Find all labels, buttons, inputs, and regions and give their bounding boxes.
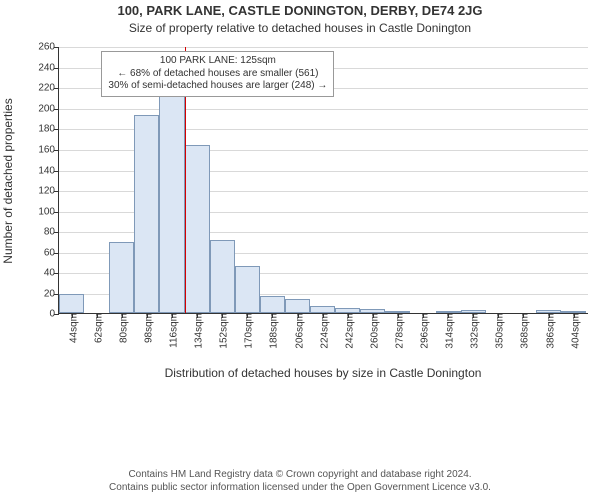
x-tick-label: 278sqm — [390, 313, 405, 349]
x-tick-label: 152sqm — [215, 313, 230, 349]
x-tick-label: 206sqm — [290, 313, 305, 349]
y-tick-label: 20 — [44, 288, 59, 299]
footer: Contains HM Land Registry data © Crown c… — [0, 469, 600, 494]
y-tick-label: 80 — [44, 227, 59, 238]
x-tick-label: 98sqm — [139, 313, 154, 343]
histogram-bar — [109, 242, 134, 313]
annotation-line: ← 68% of detached houses are smaller (56… — [108, 68, 327, 81]
histogram-bar — [285, 299, 310, 313]
y-tick-label: 240 — [38, 62, 59, 73]
footer-line-1: Contains HM Land Registry data © Crown c… — [0, 469, 600, 482]
x-tick-label: 314sqm — [441, 313, 456, 349]
x-tick-label: 62sqm — [89, 313, 104, 343]
plot-area: 02040608010012014016018020022024026044sq… — [58, 47, 588, 314]
annotation-line: 100 PARK LANE: 125sqm — [108, 55, 327, 68]
histogram-chart: Number of detached properties 0204060801… — [0, 39, 600, 374]
y-tick-label: 160 — [38, 145, 59, 156]
x-tick-label: 188sqm — [265, 313, 280, 349]
x-tick-label: 296sqm — [416, 313, 431, 349]
x-tick-label: 224sqm — [315, 313, 330, 349]
x-tick-label: 134sqm — [190, 313, 205, 349]
gridline — [59, 109, 588, 110]
y-tick-label: 40 — [44, 268, 59, 279]
histogram-bar — [59, 294, 84, 314]
annotation-line: 30% of semi-detached houses are larger (… — [108, 80, 327, 93]
x-tick-label: 170sqm — [240, 313, 255, 349]
y-tick-label: 120 — [38, 186, 59, 197]
gridline — [59, 47, 588, 48]
page-subtitle: Size of property relative to detached ho… — [0, 19, 600, 35]
x-tick-label: 332sqm — [466, 313, 481, 349]
x-tick-label: 386sqm — [541, 313, 556, 349]
x-tick-label: 116sqm — [164, 313, 179, 348]
page-title: 100, PARK LANE, CASTLE DONINGTON, DERBY,… — [0, 0, 600, 19]
histogram-bar — [260, 296, 285, 313]
x-tick-label: 44sqm — [64, 313, 79, 343]
histogram-bar — [134, 115, 159, 313]
y-tick-label: 200 — [38, 103, 59, 114]
x-tick-label: 80sqm — [114, 313, 129, 343]
y-axis-title: Number of detached properties — [1, 98, 15, 263]
y-tick-label: 140 — [38, 165, 59, 176]
x-tick-label: 260sqm — [365, 313, 380, 349]
histogram-bar — [210, 240, 235, 313]
annotation-box: 100 PARK LANE: 125sqm← 68% of detached h… — [101, 51, 334, 97]
y-tick-label: 220 — [38, 83, 59, 94]
x-tick-label: 368sqm — [516, 313, 531, 349]
y-tick-label: 0 — [49, 309, 59, 320]
x-tick-label: 242sqm — [340, 313, 355, 349]
histogram-bar — [185, 145, 210, 313]
y-tick-label: 260 — [38, 42, 59, 53]
histogram-bar — [159, 92, 184, 314]
x-axis-title: Distribution of detached houses by size … — [58, 366, 588, 380]
histogram-bar — [235, 266, 260, 313]
x-tick-label: 350sqm — [491, 313, 506, 349]
y-tick-label: 60 — [44, 247, 59, 258]
y-tick-label: 100 — [38, 206, 59, 217]
x-tick-label: 404sqm — [566, 313, 581, 349]
y-tick-label: 180 — [38, 124, 59, 135]
footer-line-2: Contains public sector information licen… — [0, 482, 600, 495]
